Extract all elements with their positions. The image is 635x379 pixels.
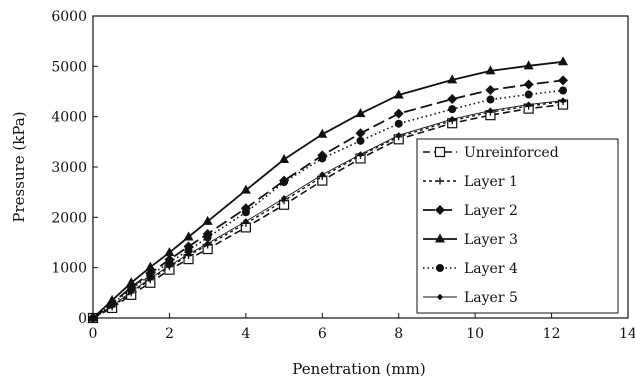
data-point <box>523 79 534 90</box>
data-point <box>436 177 444 185</box>
data-point <box>435 205 445 215</box>
data-point <box>126 277 137 287</box>
data-point <box>558 56 569 66</box>
data-point <box>185 250 192 258</box>
y-tick-label: 1000 <box>51 261 87 277</box>
series-5 <box>89 97 567 322</box>
data-point <box>204 240 211 247</box>
y-tick-label: 0 <box>78 311 87 327</box>
legend-item: Layer 5 <box>423 290 518 306</box>
axes: 0 2 4 6 8 10 12 14 0 1000 2000 3000 4000 5000 6000 <box>51 9 635 342</box>
data-point <box>449 115 456 123</box>
legend-label: Unreinforced <box>464 145 559 161</box>
data-point <box>393 108 404 119</box>
legend-label: Layer 5 <box>464 290 518 306</box>
data-point <box>447 74 458 84</box>
data-point <box>486 95 495 104</box>
data-point <box>559 97 567 104</box>
data-point <box>357 151 364 158</box>
data-point <box>164 247 175 257</box>
data-point <box>128 288 135 296</box>
data-point <box>434 146 446 158</box>
data-point <box>523 60 534 70</box>
data-point <box>241 208 250 217</box>
x-tick-label: 12 <box>543 326 561 342</box>
data-point <box>108 302 116 310</box>
data-point <box>447 94 458 105</box>
data-point <box>394 119 403 128</box>
data-point <box>317 128 328 138</box>
data-point <box>485 84 496 95</box>
data-point <box>356 136 365 145</box>
series-line <box>92 89 564 319</box>
data-point <box>525 101 532 108</box>
x-axis-title: Penetration (mm) <box>292 360 425 378</box>
data-point <box>524 90 533 99</box>
series-line <box>92 60 564 319</box>
series-line <box>92 79 564 319</box>
data-point <box>89 314 97 322</box>
legend-label: Layer 4 <box>464 261 518 277</box>
y-tick-label: 3000 <box>51 160 87 176</box>
series-line <box>92 100 564 319</box>
data-point <box>355 108 366 118</box>
legend-item: Layer 2 <box>423 203 518 219</box>
data-point <box>355 128 366 139</box>
x-tick-label: 10 <box>466 326 484 342</box>
y-tick-label: 6000 <box>51 9 87 25</box>
legend-label: Layer 1 <box>464 174 518 190</box>
data-point <box>559 86 568 95</box>
x-tick-label: 14 <box>619 326 635 342</box>
data-point <box>147 275 154 282</box>
data-point <box>145 261 156 271</box>
data-point <box>242 218 250 225</box>
data-point <box>279 153 290 163</box>
legend-label: Layer 3 <box>464 232 518 248</box>
y-tick-label: 4000 <box>51 110 87 126</box>
data-point <box>203 233 212 242</box>
data-point <box>280 195 288 202</box>
legend-item: Layer 3 <box>423 232 518 248</box>
data-point <box>183 231 194 241</box>
data-point <box>436 264 444 272</box>
legend-item: Unreinforced <box>423 145 559 161</box>
series-3 <box>88 56 569 322</box>
data-point <box>393 89 404 99</box>
data-point <box>184 246 193 255</box>
data-point <box>319 171 326 178</box>
x-tick-label: 4 <box>241 326 250 342</box>
y-tick-label: 2000 <box>51 210 87 226</box>
data-point <box>485 65 496 75</box>
data-point <box>395 132 402 139</box>
data-point <box>166 262 173 269</box>
series-layer <box>87 56 569 324</box>
data-point <box>240 184 251 194</box>
legend-item: Layer 4 <box>423 261 518 277</box>
y-tick-label: 5000 <box>51 59 87 75</box>
legend-box <box>416 138 619 314</box>
series-line <box>92 103 564 319</box>
data-point <box>436 293 444 301</box>
data-point <box>280 178 289 187</box>
x-tick-label: 6 <box>318 326 327 342</box>
legend-label: Layer 2 <box>464 203 518 219</box>
data-point <box>435 233 445 243</box>
x-tick-label: 2 <box>165 326 174 342</box>
legend-item: Layer 1 <box>423 174 518 190</box>
y-axis-title: Pressure (kPa) <box>10 111 28 222</box>
legend: Unreinforced Layer 1 Layer 2 Layer 3 Layer 4… <box>416 138 619 314</box>
data-point <box>558 75 569 86</box>
data-point <box>318 154 327 163</box>
data-point <box>202 215 213 225</box>
x-tick-label: 8 <box>394 326 403 342</box>
x-tick-label: 0 <box>89 326 98 342</box>
data-point <box>448 105 457 114</box>
data-point <box>487 107 494 114</box>
